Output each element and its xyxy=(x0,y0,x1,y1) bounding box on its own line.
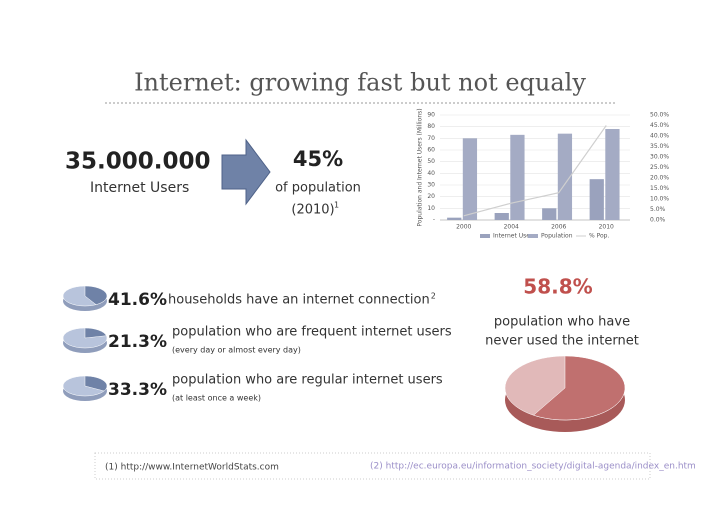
share-value: 45% xyxy=(293,147,343,171)
bar xyxy=(557,133,573,220)
x-tick-label: 2000 xyxy=(456,224,471,231)
footnote-ref: 2 xyxy=(431,292,436,301)
stat-text: population who are frequent internet use… xyxy=(172,325,452,340)
line xyxy=(463,125,607,217)
x-tick-label: 2006 xyxy=(551,224,566,231)
x-tick-label: 2004 xyxy=(504,224,519,231)
bar xyxy=(605,129,620,220)
stat-value: 21.3% xyxy=(108,332,167,352)
legend-label: % Pop. xyxy=(589,233,609,240)
legend-swatch xyxy=(480,234,490,238)
y2-tick-label: 15.0% xyxy=(650,185,669,192)
share-line: (2010) xyxy=(291,203,334,218)
never-used-pie-slice xyxy=(532,355,626,421)
stat-value: 41.6% xyxy=(108,290,167,310)
stat-pie-slice xyxy=(84,327,107,339)
y-tick-label: 50 xyxy=(427,158,435,165)
y2-tick-label: 40.0% xyxy=(650,133,669,140)
y2-tick-label: 50.0% xyxy=(650,112,669,119)
stat-text: households have an internet connection xyxy=(168,293,430,308)
stat-pie-slice xyxy=(84,285,108,305)
y-tick-label: 80 xyxy=(427,123,435,130)
never-used-text: population who have xyxy=(494,315,630,330)
y2-tick-label: 30.0% xyxy=(650,154,669,161)
users-label: Internet Users xyxy=(90,180,189,196)
y-tick-label: 20 xyxy=(427,193,435,200)
bar xyxy=(494,213,509,220)
bar xyxy=(510,134,525,220)
arrow xyxy=(221,138,271,206)
y2-tick-label: 20.0% xyxy=(650,175,669,182)
legend-label: Population xyxy=(541,233,573,240)
bar xyxy=(447,217,462,220)
stat-detail: (every day or almost every day) xyxy=(172,346,301,355)
y-tick-label: 90 xyxy=(427,112,435,119)
y-tick-label: 10 xyxy=(427,205,435,212)
y2-tick-label: 45.0% xyxy=(650,122,669,129)
y2-tick-label: 0.0% xyxy=(650,217,666,224)
y2-tick-label: 5.0% xyxy=(650,206,666,213)
never-used-text: never used the internet xyxy=(485,334,639,349)
y2-tick-label: 35.0% xyxy=(650,143,669,150)
footnote-ref: 1 xyxy=(334,201,339,210)
stat-text: population who are regular internet user… xyxy=(172,373,443,388)
x-tick-label: 2010 xyxy=(599,224,614,231)
y-tick-label: 70 xyxy=(427,135,435,142)
y-tick-label: 60 xyxy=(427,147,435,154)
bar xyxy=(589,179,604,220)
never-used-value: 58.8% xyxy=(523,275,592,299)
y-axis-title: Population and Internet Users (Millions) xyxy=(417,108,424,226)
y2-tick-label: 10.0% xyxy=(650,196,669,203)
slide-title: Internet: growing fast but not equaly xyxy=(134,69,586,97)
stat-detail: (at least once a week) xyxy=(172,394,261,403)
stat-pie-slice xyxy=(84,375,108,392)
y-tick-label: - xyxy=(433,217,435,224)
legend-label: Internet Users xyxy=(493,233,536,240)
y-tick-label: 40 xyxy=(427,170,435,177)
users-number: 35.000.000 xyxy=(65,149,211,175)
bar xyxy=(462,138,478,220)
footnote-link[interactable]: (2) http://ec.europa.eu/information_soci… xyxy=(370,462,696,472)
footer-box xyxy=(94,452,651,480)
y2-tick-label: 25.0% xyxy=(650,164,669,171)
footnote: (1) http://www.InternetWorldStats.com xyxy=(105,463,279,473)
y-tick-label: 30 xyxy=(427,182,435,189)
bar xyxy=(542,208,557,220)
stat-value: 33.3% xyxy=(108,380,167,400)
legend-swatch xyxy=(528,234,538,238)
share-line: of population xyxy=(275,181,361,196)
